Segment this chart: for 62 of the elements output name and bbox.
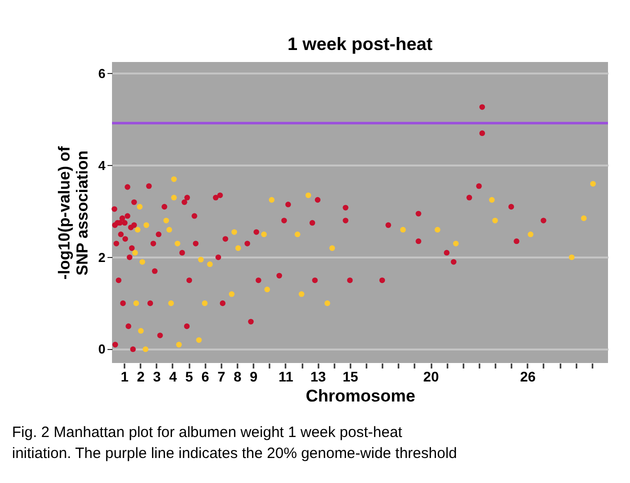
point <box>231 229 238 235</box>
point <box>298 291 304 297</box>
point <box>142 346 148 352</box>
point <box>136 204 143 210</box>
x-tick-label: 6 <box>201 368 210 384</box>
x-tick-label: 5 <box>185 368 194 384</box>
y-tick-label: 4 <box>98 158 106 173</box>
point <box>261 232 267 238</box>
point <box>163 218 170 224</box>
point <box>138 328 144 334</box>
point <box>196 337 202 343</box>
point <box>134 226 140 233</box>
y-axis-title: -log10(p-value) of SNP association <box>56 146 92 280</box>
point <box>264 286 270 292</box>
point <box>207 261 213 268</box>
point <box>305 192 312 198</box>
point <box>590 180 596 187</box>
point <box>568 254 575 260</box>
x-tick-label: 20 <box>423 368 440 384</box>
point <box>329 245 336 251</box>
point <box>324 300 330 306</box>
x-tick-label: 9 <box>250 368 258 384</box>
point <box>166 226 172 233</box>
point <box>453 240 459 246</box>
x-axis-title: Chromosome <box>306 386 416 406</box>
point <box>268 197 275 203</box>
point <box>228 291 235 297</box>
point <box>400 226 406 233</box>
point <box>139 259 146 265</box>
x-tick-label: 15 <box>342 368 358 384</box>
point <box>294 232 300 238</box>
y-tick-label: 0 <box>98 342 106 357</box>
chart-title: 1 week post-heat <box>287 34 433 54</box>
text: initiation. The purple line indicates the 20% genome-wide threshold <box>12 445 457 462</box>
x-tick-label: 2 <box>136 368 145 384</box>
point <box>132 250 138 256</box>
point <box>171 194 177 200</box>
point <box>489 197 495 203</box>
x-tick-label: 1 <box>120 368 129 384</box>
point <box>580 215 587 222</box>
point <box>235 245 241 251</box>
point <box>434 226 440 233</box>
y-tick-label: 6 <box>98 66 106 81</box>
x-tick-label: 11 <box>278 368 294 384</box>
point <box>492 218 498 224</box>
x-tick-label: 3 <box>152 368 161 384</box>
x-tick-label: 8 <box>234 368 242 384</box>
x-tick-label: 26 <box>520 368 536 384</box>
caption: Fig. 2 Manhattan plot for albumen weight 1 week post-heat <box>12 424 404 441</box>
point <box>171 176 177 182</box>
point <box>176 342 182 348</box>
x-tick-label: 4 <box>169 368 178 384</box>
point <box>168 300 174 306</box>
point <box>133 300 140 306</box>
point <box>528 232 534 238</box>
x-tick-label: 7 <box>217 368 226 384</box>
point <box>144 222 150 228</box>
point <box>174 240 180 246</box>
point <box>198 256 204 262</box>
point <box>202 300 208 306</box>
y-tick-label: 2 <box>98 250 106 265</box>
x-tick-label: 13 <box>310 368 326 384</box>
